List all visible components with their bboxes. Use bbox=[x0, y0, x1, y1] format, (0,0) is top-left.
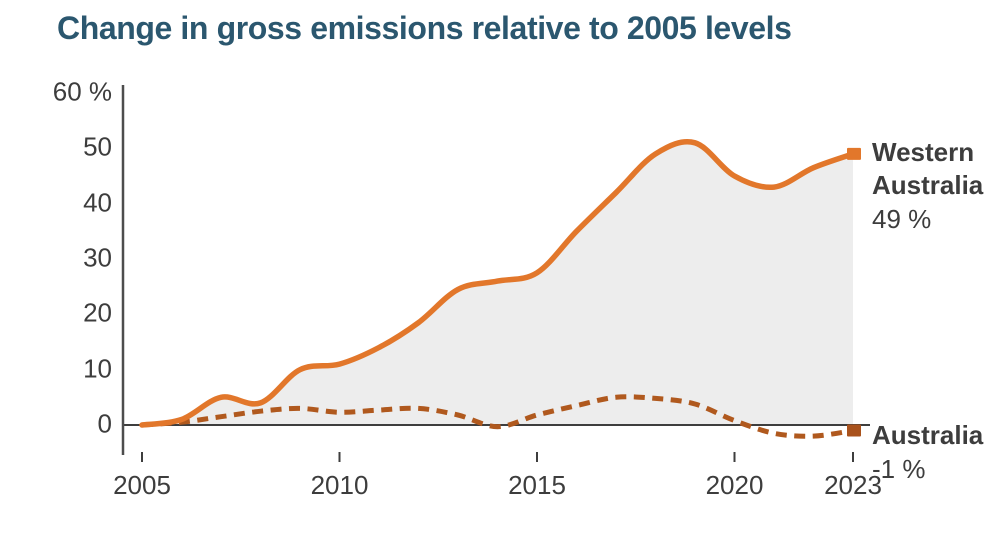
x-tick-label-2010: 2010 bbox=[310, 470, 369, 500]
western-australia-line bbox=[139, 139, 856, 428]
australia-series-value: -1 % bbox=[872, 454, 926, 484]
western-australia-series-name: Western Australia bbox=[872, 137, 984, 200]
australia-series-label: Australia -1 % bbox=[872, 419, 983, 485]
y-tick-label-50: 50 bbox=[83, 131, 112, 162]
y-tick-label-30: 30 bbox=[83, 242, 112, 273]
y-tick-label-40: 40 bbox=[83, 186, 112, 217]
y-tick-label-60: 60 % bbox=[52, 76, 112, 107]
y-tick-label-20: 20 bbox=[83, 297, 112, 328]
x-axis-ticks bbox=[141, 452, 854, 462]
x-tick-label-2015: 2015 bbox=[508, 470, 566, 500]
western-australia-series-label: Western Australia 49 % bbox=[872, 136, 998, 235]
x-tick-label-2020: 2020 bbox=[705, 470, 764, 500]
western-australia-series-value: 49 % bbox=[872, 204, 932, 234]
australia-line bbox=[141, 394, 854, 439]
x-tick-label-2005: 2005 bbox=[113, 470, 171, 500]
x-tick-label-2023: 2023 bbox=[824, 470, 882, 500]
y-tick-label-0: 0 bbox=[97, 408, 112, 439]
y-tick-label-10: 10 bbox=[83, 352, 112, 383]
australia-endpoint-marker bbox=[847, 424, 861, 437]
western-australia-endpoint-marker bbox=[847, 147, 861, 160]
australia-series-name: Australia bbox=[872, 420, 984, 450]
chart-title: Change in gross emissions relative to 20… bbox=[57, 10, 792, 46]
